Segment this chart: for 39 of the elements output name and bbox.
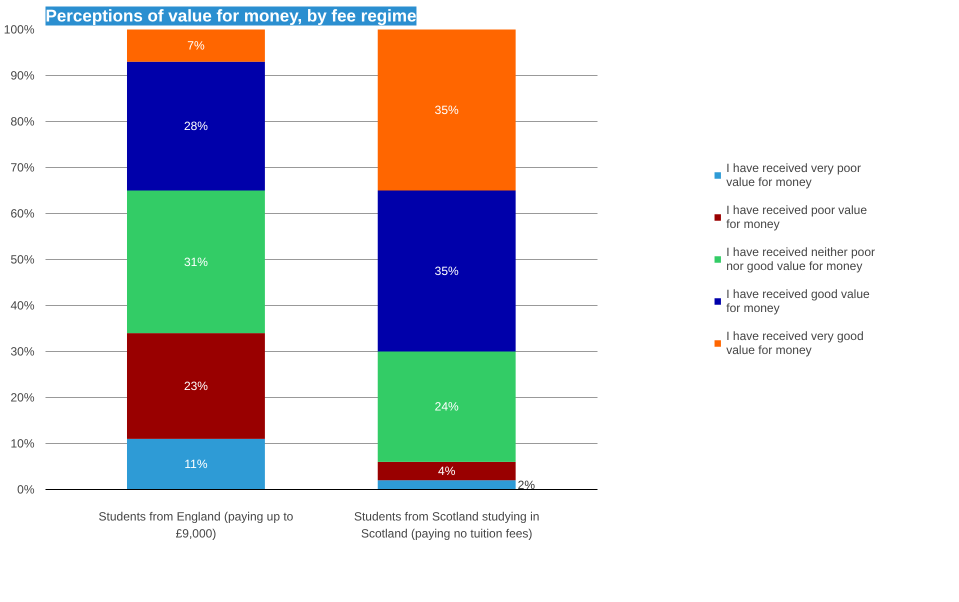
y-tick-label: 60% <box>10 206 35 220</box>
data-label: 35% <box>434 264 460 278</box>
legend-label: I have received poor value for money <box>726 203 867 231</box>
data-label: 24% <box>434 400 460 414</box>
data-label: 23% <box>184 379 208 393</box>
data-label: 28% <box>184 119 208 134</box>
y-tick-label: 20% <box>10 390 35 404</box>
y-tick-label: 40% <box>10 298 35 312</box>
data-label: 4% <box>438 464 456 478</box>
data-label: 35% <box>434 103 460 117</box>
data-label: 31% <box>184 254 208 269</box>
y-tick-label: 70% <box>10 160 35 174</box>
y-tick-label: 90% <box>10 68 35 82</box>
chart-title: Perceptions of value for money, by fee regime <box>46 6 416 26</box>
legend-label: I have received good value for money <box>726 287 870 315</box>
y-tick-label: 100% <box>4 22 35 36</box>
bar <box>126 62 265 190</box>
y-tick-label: 30% <box>10 344 35 358</box>
legend-label: I have received very good value for money <box>726 329 864 357</box>
bar <box>378 480 516 490</box>
bar <box>378 30 516 190</box>
x-tick-label: Students from England (paying up to £9,000) <box>98 510 294 540</box>
y-tick-label: 10% <box>10 436 35 450</box>
bar <box>378 352 516 462</box>
bar <box>126 333 265 439</box>
bar <box>126 190 265 334</box>
bar <box>378 462 516 480</box>
data-label: 2% <box>518 478 536 492</box>
y-tick-label: 50% <box>10 252 35 266</box>
y-tick-label: 80% <box>10 114 35 128</box>
data-label: 11% <box>184 457 208 472</box>
bar <box>378 190 516 352</box>
y-tick-label: 0% <box>17 482 35 496</box>
data-label: 7% <box>187 38 205 53</box>
bar <box>126 30 265 62</box>
legend-label: I have received neither poor nor good value for money <box>726 245 875 273</box>
legend-label: I have received very poor value for money <box>726 161 861 189</box>
x-tick-label: Students from Scotland studying in Scotland (paying no tuition fees) <box>354 510 540 540</box>
bar <box>126 438 265 490</box>
